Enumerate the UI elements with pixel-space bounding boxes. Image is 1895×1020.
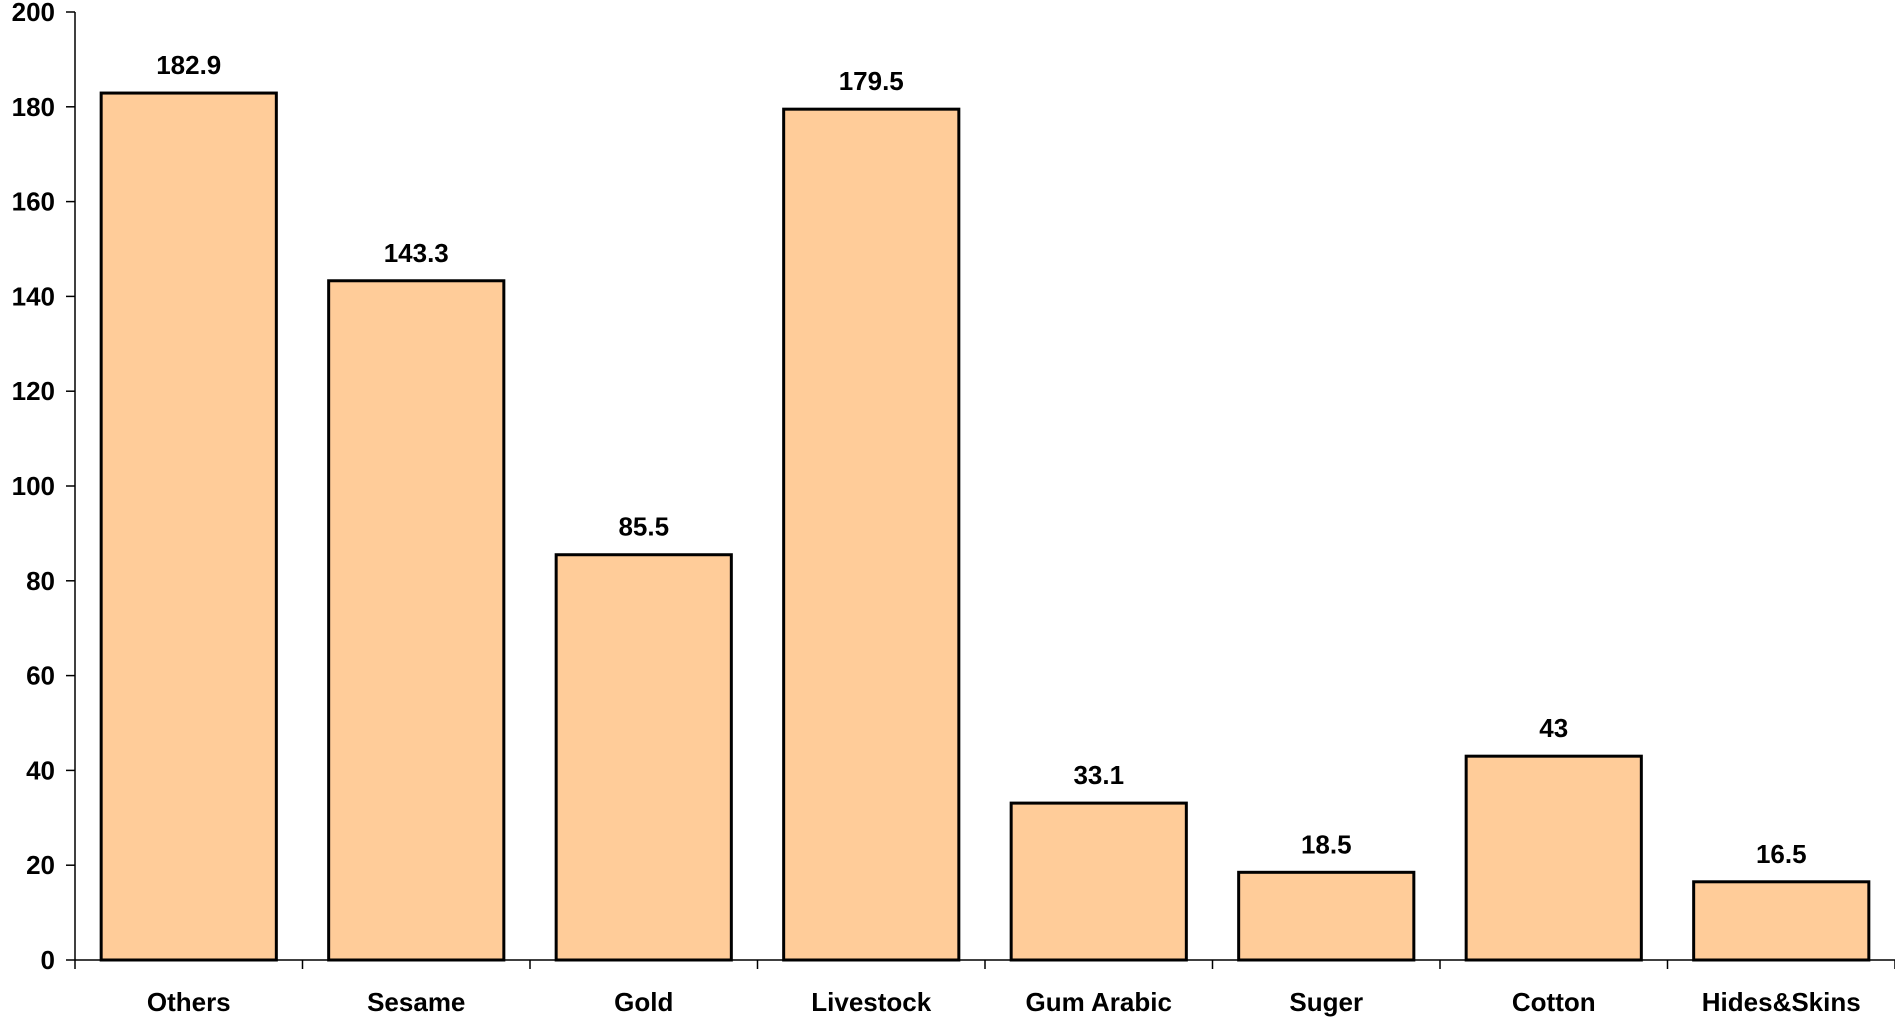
data-label: 179.5 bbox=[839, 66, 904, 96]
data-label: 33.1 bbox=[1073, 760, 1124, 790]
y-tick-label: 40 bbox=[26, 755, 55, 785]
x-tick-label: Sesame bbox=[367, 987, 465, 1017]
y-tick-label: 160 bbox=[12, 187, 55, 217]
x-tick-label: Others bbox=[147, 987, 231, 1017]
y-tick-label: 120 bbox=[12, 376, 55, 406]
bar-suger bbox=[1237, 870, 1416, 962]
data-label: 85.5 bbox=[618, 512, 669, 542]
data-label: 143.3 bbox=[384, 238, 449, 268]
bars bbox=[99, 91, 1871, 962]
x-tick-label: Livestock bbox=[811, 987, 931, 1017]
data-label: 182.9 bbox=[156, 50, 221, 80]
y-tick-label: 20 bbox=[26, 850, 55, 880]
bar-gold bbox=[554, 553, 733, 962]
data-label: 18.5 bbox=[1301, 829, 1352, 859]
x-tick-label: Gum Arabic bbox=[1026, 987, 1172, 1017]
bar-sesame bbox=[327, 279, 506, 962]
x-tick-label: Cotton bbox=[1512, 987, 1596, 1017]
x-tick-label: Suger bbox=[1289, 987, 1363, 1017]
bar-cotton bbox=[1464, 754, 1643, 962]
bar-gum-arabic bbox=[1009, 801, 1188, 962]
y-tick-label: 60 bbox=[26, 661, 55, 691]
x-tick-label: Gold bbox=[614, 987, 673, 1017]
y-tick-label: 0 bbox=[41, 945, 55, 975]
y-tick-label: 80 bbox=[26, 566, 55, 596]
x-axis-ticks: Others Sesame Gold Livestock Gum Arabic Suger… bbox=[74, 960, 1895, 1017]
x-tick-label: Hides&Skins bbox=[1702, 987, 1861, 1017]
y-tick-label: 140 bbox=[12, 281, 55, 311]
bar-livestock bbox=[782, 107, 961, 962]
y-tick-label: 180 bbox=[12, 92, 55, 122]
data-labels: 182.9 143.3 85.5 179.5 33.1 18.5 43 16.5 bbox=[156, 50, 1806, 869]
data-label: 16.5 bbox=[1756, 839, 1807, 869]
bar-hides-skins bbox=[1692, 880, 1871, 962]
data-label: 43 bbox=[1539, 713, 1568, 743]
y-tick-label: 100 bbox=[12, 471, 55, 501]
bar-others bbox=[99, 91, 278, 962]
y-axis-ticks: 0 20 40 60 80 100 120 140 160 180 200 bbox=[12, 0, 75, 975]
y-tick-label: 200 bbox=[12, 0, 55, 27]
